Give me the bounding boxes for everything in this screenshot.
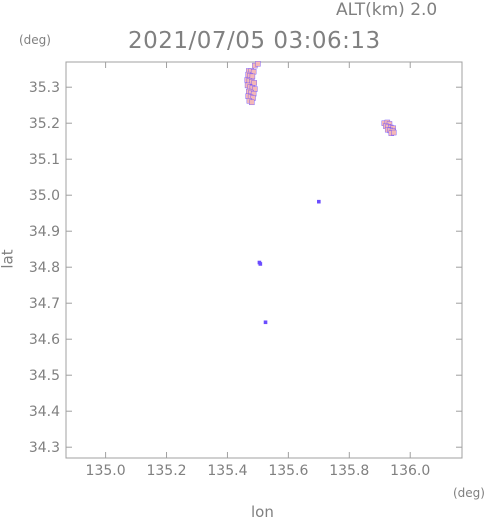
plot-frame xyxy=(65,61,463,459)
echo-cell xyxy=(255,61,261,67)
y-tick-label: 34.4 xyxy=(29,404,60,420)
x-tick-label: 136.0 xyxy=(390,463,430,479)
y-tick-label: 34.9 xyxy=(29,224,60,240)
y-tick-label: 35.3 xyxy=(29,80,60,96)
y-tick-label: 34.5 xyxy=(29,368,60,384)
y-axis-unit: (deg) xyxy=(19,33,51,47)
radar-echoes xyxy=(244,61,397,325)
echo-cell xyxy=(263,320,268,325)
echo-cell xyxy=(249,73,256,80)
x-tick-label: 135.0 xyxy=(86,463,126,479)
y-tick-label: 35.1 xyxy=(29,152,60,168)
x-tick-label: 135.4 xyxy=(207,463,247,479)
x-axis-ticks: 135.0 135.2 135.4 135.6 135.8 136.0 xyxy=(86,62,430,479)
timestamp-label: 2021/07/05 03:06:13 xyxy=(128,28,381,54)
echo-cell xyxy=(258,262,263,266)
y-tick-label: 34.8 xyxy=(29,260,60,276)
y-tick-label: 35.0 xyxy=(29,188,60,204)
y-tick-label: 35.2 xyxy=(29,116,60,132)
y-tick-label: 34.6 xyxy=(29,332,60,348)
altitude-label: ALT(km) 2.0 xyxy=(336,0,438,20)
echo-cell xyxy=(249,99,255,106)
x-tick-label: 135.2 xyxy=(146,463,186,479)
echo-cell xyxy=(391,129,397,136)
y-axis-ticks: 34.3 34.4 34.5 34.6 34.7 34.8 34.9 35.0 35.1 35.2… xyxy=(29,80,462,456)
x-tick-label: 135.8 xyxy=(329,463,369,479)
y-tick-label: 34.3 xyxy=(29,440,60,456)
x-tick-label: 135.6 xyxy=(268,463,308,479)
echo-cell xyxy=(317,199,321,204)
x-axis-label: lon xyxy=(251,503,274,521)
y-tick-label: 34.7 xyxy=(29,296,60,312)
x-axis-unit: (deg) xyxy=(453,486,485,500)
